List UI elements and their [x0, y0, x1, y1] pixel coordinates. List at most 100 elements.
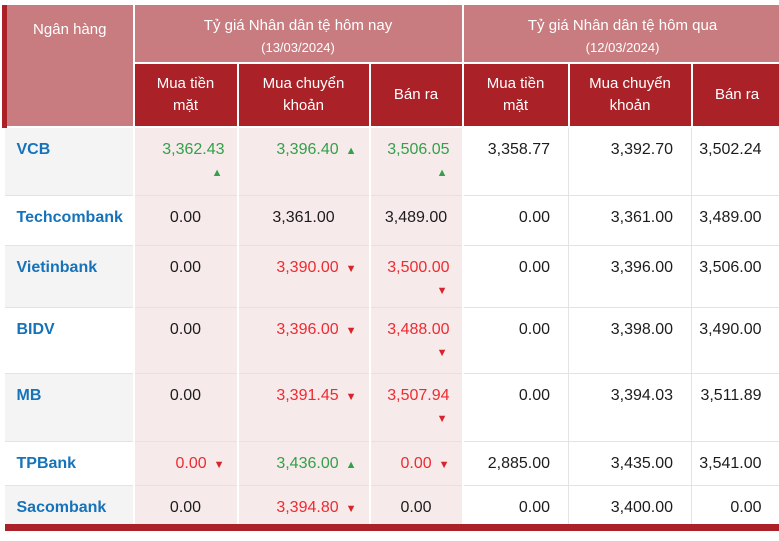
yesterday-transfer-cell: 3,400.00: [568, 485, 693, 528]
sub-header-row: Mua tiền mặt Mua chuyển khoản Bán ra Mua…: [5, 63, 779, 128]
today-group-title: Tỷ giá Nhân dân tệ hôm nay: [203, 17, 393, 34]
rate-value: 0.00: [400, 454, 432, 472]
bank-row: MB 0.00 3,391.45 ▼ 3,507.94 ▼ 0.00 3,394.03 3,51…: [4, 373, 779, 442]
rates-table-body: VCB 3,362.43 ▲ 3,396.40 ▲ 3,506.05 ▲ 3,358.77 3,…: [4, 127, 779, 528]
rate-value: 3,436.00: [276, 454, 339, 472]
bank-name-link[interactable]: Techcombank: [16, 208, 123, 226]
rate-value: 0.00: [169, 320, 202, 338]
yesterday-transfer-cell: 3,396.00: [568, 245, 693, 308]
rate-value: 0.00: [169, 386, 202, 404]
today-transfer-cell: 3,394.80 ▼: [237, 485, 371, 528]
yesterday-cash-cell: 0.00: [462, 485, 570, 528]
yesterday-sell-cell: 3,506.00: [691, 245, 779, 308]
today-transfer-cell: 3,391.45 ▼: [237, 373, 371, 442]
rate-value: 3,394.80: [276, 498, 339, 516]
rate-value: 3,362.43: [162, 141, 225, 158]
today-sell-cell: 3,507.94 ▼: [369, 373, 464, 442]
rate-value: 0.00: [400, 498, 432, 516]
yesterday-transfer-cell: 3,435.00: [568, 441, 693, 486]
today-sell-cell: 3,500.00 ▼: [369, 245, 464, 308]
yesterday-sell-cell: 3,511.89: [691, 373, 779, 442]
bank-cell: Techcombank: [4, 195, 135, 246]
today-cash-cell: 0.00: [133, 245, 239, 308]
bank-cell: VCB: [4, 127, 135, 196]
today-buy-transfer-header: Mua chuyển khoản: [237, 63, 371, 128]
today-group-date: (13/03/2024): [261, 40, 335, 55]
trend-up-arrow-icon: ▲: [436, 167, 448, 179]
today-transfer-cell: 3,361.00: [237, 195, 371, 246]
today-sell-cell: 0.00: [369, 485, 464, 528]
bank-row: TPBank 0.00 ▼ 3,436.00 ▲ 0.00 ▼ 2,885.00 3,435.0…: [4, 441, 779, 486]
trend-arrow-line: ▼: [372, 412, 450, 425]
rate-value: 3,489.00: [384, 208, 448, 226]
bank-name-link[interactable]: MB: [16, 386, 42, 404]
rate-value: 3,488.00: [387, 320, 450, 338]
bank-cell: BIDV: [4, 307, 135, 374]
today-buy-cash-header: Mua tiền mặt: [133, 63, 239, 128]
yesterday-transfer-cell: 3,398.00: [568, 307, 693, 374]
yesterday-sell-cell: 0.00: [691, 485, 779, 528]
bank-name-link[interactable]: Sacombank: [16, 498, 107, 516]
yesterday-sell-header: Bán ra: [691, 63, 779, 128]
bank-cell: TPBank: [4, 441, 135, 486]
today-sell-cell: 0.00 ▼: [369, 441, 464, 486]
today-sell-cell: 3,506.05 ▲: [369, 127, 464, 196]
yesterday-sell-cell: 3,541.00: [691, 441, 779, 486]
rate-value: 3,391.45: [276, 386, 339, 404]
today-cash-cell: 0.00: [133, 373, 239, 442]
bank-column-header: Ngân hàng: [2, 5, 135, 128]
rate-value: 0.00: [169, 208, 202, 226]
bank-row: BIDV 0.00 3,396.00 ▼ 3,488.00 ▼ 0.00 3,398.00 3,…: [4, 307, 779, 374]
yesterday-transfer-cell: 3,361.00: [568, 195, 693, 246]
today-transfer-cell: 3,396.00 ▼: [237, 307, 371, 374]
rate-value: 0.00: [169, 498, 202, 516]
rate-value: 3,500.00: [387, 258, 450, 276]
today-transfer-cell: 3,396.40 ▲: [237, 127, 371, 196]
trend-down-arrow-icon: ▼: [345, 324, 357, 337]
trend-up-arrow-icon: ▲: [211, 167, 223, 179]
bank-name-link[interactable]: Vietinbank: [16, 258, 98, 276]
bank-cell: MB: [4, 373, 135, 442]
yesterday-buy-cash-header: Mua tiền mặt: [462, 63, 570, 128]
trend-down-arrow-icon: ▼: [345, 502, 357, 515]
bank-row: Vietinbank 0.00 3,390.00 ▼ 3,500.00 ▼ 0.00 3,39…: [4, 245, 779, 308]
yesterday-cash-cell: 2,885.00: [462, 441, 570, 486]
bank-name-link[interactable]: VCB: [16, 141, 51, 158]
bank-row: VCB 3,362.43 ▲ 3,396.40 ▲ 3,506.05 ▲ 3,358.77 3,…: [4, 127, 779, 196]
yesterday-sell-cell: 3,502.24: [691, 127, 779, 196]
trend-up-arrow-icon: ▲: [345, 458, 357, 471]
trend-down-arrow-icon: ▼: [436, 346, 448, 359]
trend-down-arrow-icon: ▼: [345, 390, 357, 403]
today-cash-cell: 0.00 ▼: [133, 441, 239, 486]
yesterday-sell-cell: 3,490.00: [691, 307, 779, 374]
today-sell-cell: 3,489.00: [369, 195, 464, 246]
bank-row: Sacombank 0.00 3,394.80 ▼ 0.00 0.00 3,400.00 0.…: [4, 485, 779, 528]
bank-cell: Sacombank: [4, 485, 135, 528]
bank-row: Techcombank 0.00 3,361.00 3,489.00 0.00 3,361…: [4, 195, 779, 246]
today-transfer-cell: 3,436.00 ▲: [237, 441, 371, 486]
rate-value: 3,396.40: [276, 141, 339, 158]
rate-value: 3,361.00: [272, 208, 335, 226]
yesterday-sell-cell: 3,489.00: [691, 195, 779, 246]
bank-name-link[interactable]: TPBank: [16, 454, 77, 472]
exchange-rate-table: Ngân hàng Tỷ giá Nhân dân tệ hôm nay (13…: [2, 5, 779, 531]
trend-down-arrow-icon: ▼: [436, 412, 448, 425]
rate-value: 3,506.05: [387, 141, 450, 158]
trend-arrow-line: ▲: [372, 166, 450, 179]
yesterday-cash-cell: 0.00: [462, 195, 570, 246]
yesterday-cash-cell: 0.00: [462, 245, 570, 308]
today-sell-header: Bán ra: [369, 63, 464, 128]
yesterday-cash-cell: 0.00: [462, 373, 570, 442]
trend-arrow-line: ▼: [372, 346, 450, 359]
yesterday-group-title: Tỷ giá Nhân dân tệ hôm qua: [527, 17, 718, 34]
today-cash-cell: 0.00: [133, 485, 239, 528]
today-cash-cell: 3,362.43 ▲: [133, 127, 239, 196]
rate-value: 3,390.00: [276, 258, 339, 276]
bank-name-link[interactable]: BIDV: [16, 320, 55, 338]
today-cash-cell: 0.00: [133, 307, 239, 374]
yesterday-cash-cell: 0.00: [462, 307, 570, 374]
yesterday-cash-cell: 3,358.77: [462, 127, 570, 196]
yesterday-buy-transfer-header: Mua chuyển khoản: [568, 63, 693, 128]
bank-cell: Vietinbank: [4, 245, 135, 308]
